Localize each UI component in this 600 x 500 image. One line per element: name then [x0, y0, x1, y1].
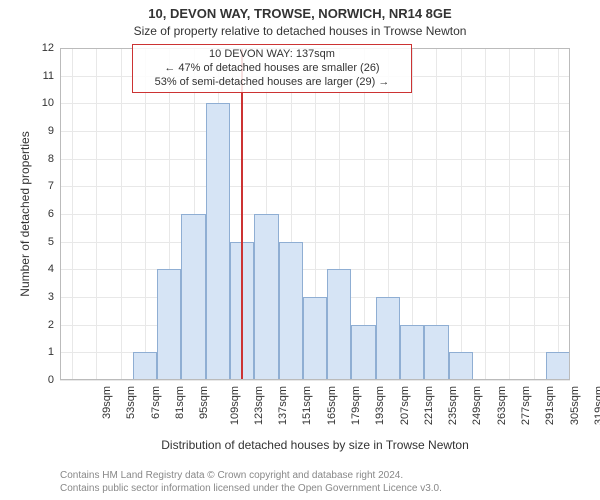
ytick-label: 11: [24, 70, 54, 82]
xtick-label: 165sqm: [326, 386, 338, 425]
xtick-label: 81sqm: [174, 386, 186, 419]
ytick-label: 2: [24, 319, 54, 331]
ytick-label: 1: [24, 346, 54, 358]
annotation-line2: ← 47% of detached houses are smaller (26…: [139, 62, 405, 76]
xtick-label: 137sqm: [277, 386, 289, 425]
histogram-bar: [327, 269, 351, 380]
gridline-v: [485, 48, 486, 380]
xtick-label: 179sqm: [350, 386, 362, 425]
gridline-v: [72, 48, 73, 380]
chart-container: 10, DEVON WAY, TROWSE, NORWICH, NR14 8GE…: [0, 0, 600, 500]
histogram-bar: [303, 297, 327, 380]
histogram-bar: [376, 297, 400, 380]
histogram-bar: [400, 325, 424, 380]
xtick-label: 305sqm: [569, 386, 581, 425]
annotation-line3: 53% of semi-detached houses are larger (…: [139, 76, 405, 90]
ytick-label: 9: [24, 125, 54, 137]
ytick-label: 10: [24, 97, 54, 109]
ytick-label: 7: [24, 180, 54, 192]
ytick-label: 3: [24, 291, 54, 303]
xtick-label: 207sqm: [399, 386, 411, 425]
gridline-v: [534, 48, 535, 380]
chart-subtitle: Size of property relative to detached ho…: [0, 24, 600, 38]
gridline-v: [145, 48, 146, 380]
xtick-label: 319sqm: [593, 386, 600, 425]
gridline-v: [509, 48, 510, 380]
xtick-label: 95sqm: [198, 386, 210, 419]
gridline-v: [96, 48, 97, 380]
ytick-label: 0: [24, 374, 54, 386]
histogram-bar: [351, 325, 375, 380]
xtick-label: 39sqm: [101, 386, 113, 419]
plot-area: [60, 48, 570, 380]
xtick-label: 53sqm: [125, 386, 137, 419]
chart-title: 10, DEVON WAY, TROWSE, NORWICH, NR14 8GE: [0, 6, 600, 21]
ytick-label: 12: [24, 42, 54, 54]
ytick-label: 6: [24, 208, 54, 220]
ytick-label: 4: [24, 263, 54, 275]
histogram-bar: [546, 352, 570, 380]
histogram-bar: [181, 214, 205, 380]
xtick-label: 151sqm: [302, 386, 314, 425]
histogram-bar: [133, 352, 157, 380]
gridline-v: [121, 48, 122, 380]
histogram-bar: [157, 269, 181, 380]
histogram-bar: [254, 214, 278, 380]
reference-line: [241, 48, 243, 380]
annotation-box: 10 DEVON WAY: 137sqm ← 47% of detached h…: [132, 44, 412, 93]
ytick-label: 8: [24, 153, 54, 165]
histogram-bar: [206, 103, 230, 380]
xtick-label: 235sqm: [447, 386, 459, 425]
annotation-line1: 10 DEVON WAY: 137sqm: [139, 48, 405, 62]
gridline-v: [558, 48, 559, 380]
xtick-label: 221sqm: [423, 386, 435, 425]
xtick-label: 263sqm: [496, 386, 508, 425]
xtick-label: 249sqm: [472, 386, 484, 425]
xtick-label: 123sqm: [253, 386, 265, 425]
footnote-line2: Contains public sector information licen…: [60, 483, 442, 496]
histogram-bar: [449, 352, 473, 380]
xtick-label: 109sqm: [229, 386, 241, 425]
histogram-bar: [279, 242, 303, 380]
xtick-label: 291sqm: [544, 386, 556, 425]
gridline-v: [461, 48, 462, 380]
xtick-label: 277sqm: [520, 386, 532, 425]
xtick-label: 193sqm: [374, 386, 386, 425]
xtick-label: 67sqm: [150, 386, 162, 419]
ytick-label: 5: [24, 236, 54, 248]
footnote: Contains HM Land Registry data © Crown c…: [60, 470, 442, 495]
histogram-bar: [424, 325, 448, 380]
gridline-h: [60, 380, 570, 381]
footnote-line1: Contains HM Land Registry data © Crown c…: [60, 470, 442, 483]
x-axis-label: Distribution of detached houses by size …: [60, 438, 570, 452]
